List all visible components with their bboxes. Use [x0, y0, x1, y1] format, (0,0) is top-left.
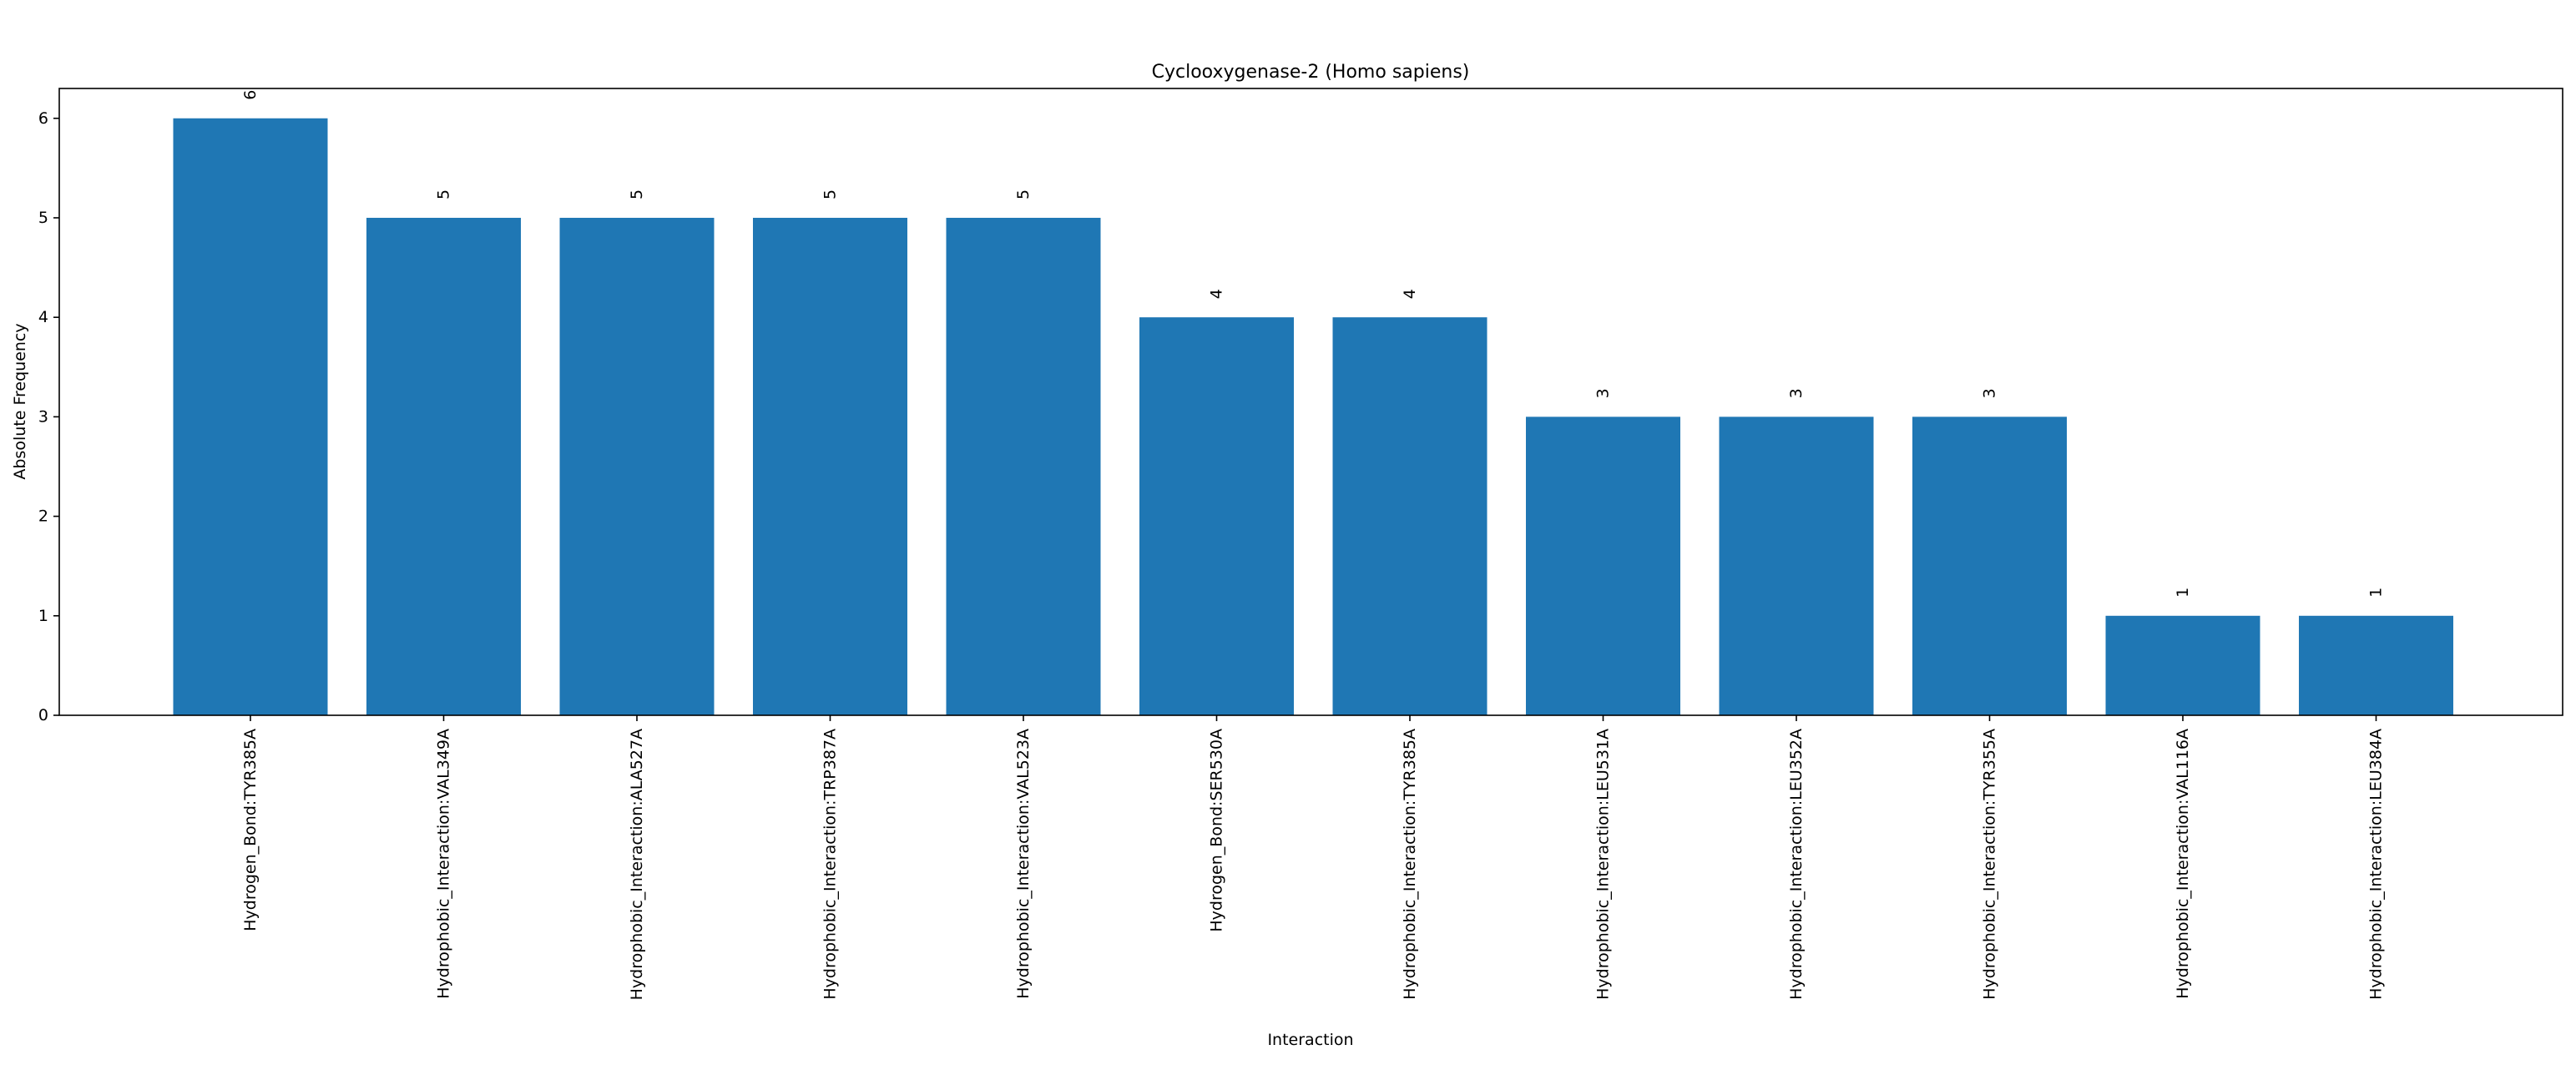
x-axis: Hydrogen_Bond:TYR385A Hydrophobic_Interac… — [241, 715, 2386, 1000]
data-label: 5 — [821, 189, 840, 199]
data-label: 6 — [241, 90, 260, 100]
bar — [1719, 416, 1874, 715]
y-tick-label: 2 — [38, 507, 48, 526]
x-axis-label: Interaction — [1267, 1031, 1353, 1049]
bar — [173, 118, 328, 715]
y-tick-label: 4 — [38, 308, 48, 326]
x-tick-label: Hydrophobic_Interaction:TYR385A — [1401, 729, 1419, 1000]
x-tick-label: Hydrogen_Bond:TYR385A — [241, 729, 260, 931]
x-tick-label: Hydrophobic_Interaction:VAL349A — [435, 729, 453, 999]
bar — [1332, 317, 1488, 715]
x-tick-label: Hydrophobic_Interaction:LEU531A — [1594, 729, 1613, 1000]
data-label: 5 — [1014, 189, 1033, 199]
data-label: 5 — [435, 189, 453, 199]
data-label: 3 — [1981, 388, 1999, 398]
bar — [2299, 615, 2453, 715]
bar — [753, 217, 907, 715]
data-label: 3 — [1787, 388, 1806, 398]
data-label: 5 — [628, 189, 646, 199]
y-tick-label: 0 — [38, 706, 48, 724]
data-label: 4 — [1208, 289, 1226, 299]
data-labels-layer: 6 5 5 5 5 4 4 3 3 3 1 1 — [241, 90, 2386, 598]
data-label: 4 — [1401, 289, 1419, 299]
y-tick-label: 3 — [38, 407, 48, 426]
chart-title: Cyclooxygenase-2 (Homo sapiens) — [1152, 62, 1470, 83]
plot-frame — [58, 88, 2563, 716]
x-tick-label: Hydrophobic_Interaction:TRP387A — [821, 729, 840, 1000]
x-tick-label: Hydrophobic_Interaction:LEU352A — [1787, 729, 1806, 1000]
x-tick-label: Hydrophobic_Interaction:VAL523A — [1014, 729, 1033, 999]
bar — [946, 217, 1101, 715]
y-axis: 0 1 2 3 4 5 6 — [38, 109, 59, 724]
y-tick-label: 6 — [38, 109, 48, 128]
bar — [1526, 416, 1680, 715]
x-tick-label: Hydrophobic_Interaction:ALA527A — [628, 729, 646, 1000]
bar — [559, 217, 715, 715]
y-axis-label: Absolute Frequency — [11, 323, 29, 479]
x-tick-label: Hydrophobic_Interaction:TYR355A — [1981, 729, 1999, 1000]
bars-layer — [173, 118, 2453, 715]
x-tick-label: Hydrophobic_Interaction:LEU384A — [2367, 729, 2386, 1000]
x-tick-label: Hydrogen_Bond:SER530A — [1208, 729, 1226, 932]
data-label: 1 — [2174, 588, 2192, 598]
y-tick-label: 5 — [38, 209, 48, 227]
data-label: 1 — [2367, 588, 2386, 598]
bar — [366, 217, 521, 715]
bar — [1912, 416, 2067, 715]
bar — [1139, 317, 1294, 715]
data-label: 3 — [1594, 388, 1613, 398]
y-tick-label: 1 — [38, 607, 48, 625]
bar — [2105, 615, 2260, 715]
x-tick-label: Hydrophobic_Interaction:VAL116A — [2174, 729, 2192, 999]
